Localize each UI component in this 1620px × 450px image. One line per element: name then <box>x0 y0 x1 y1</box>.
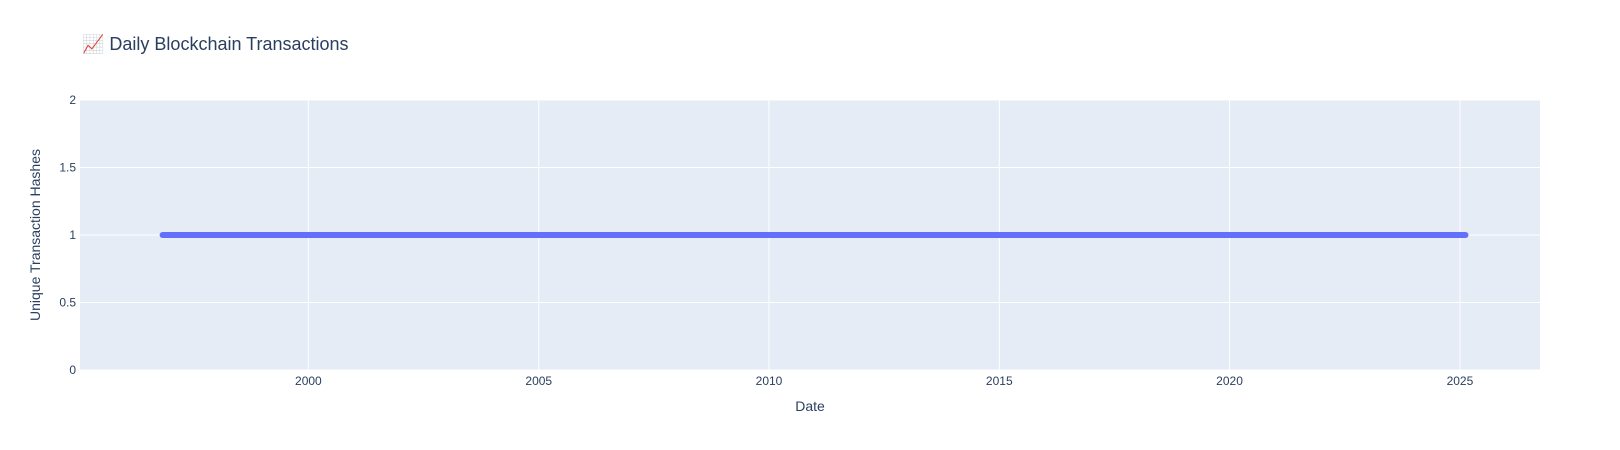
x-axis-title: Date <box>795 398 825 414</box>
y-tick-label: 1 <box>69 228 76 242</box>
x-tick-label: 2000 <box>295 374 322 388</box>
x-tick-label: 2015 <box>986 374 1013 388</box>
y-tick-labels: 0 0.5 1 1.5 2 <box>59 93 76 377</box>
y-tick-label: 0.5 <box>59 296 76 310</box>
x-tick-label: 2025 <box>1447 374 1474 388</box>
y-axis-title: Unique Transaction Hashes <box>27 149 43 321</box>
y-tick-label: 2 <box>69 93 76 107</box>
x-tick-label: 2005 <box>525 374 552 388</box>
y-tick-label: 1.5 <box>59 161 76 175</box>
x-tick-label: 2020 <box>1216 374 1243 388</box>
chart-title: 📈 Daily Blockchain Transactions <box>82 33 349 54</box>
y-tick-label: 0 <box>69 363 76 377</box>
x-tick-labels: 2000 2005 2010 2015 2020 2025 <box>295 374 1474 388</box>
x-tick-label: 2010 <box>756 374 783 388</box>
